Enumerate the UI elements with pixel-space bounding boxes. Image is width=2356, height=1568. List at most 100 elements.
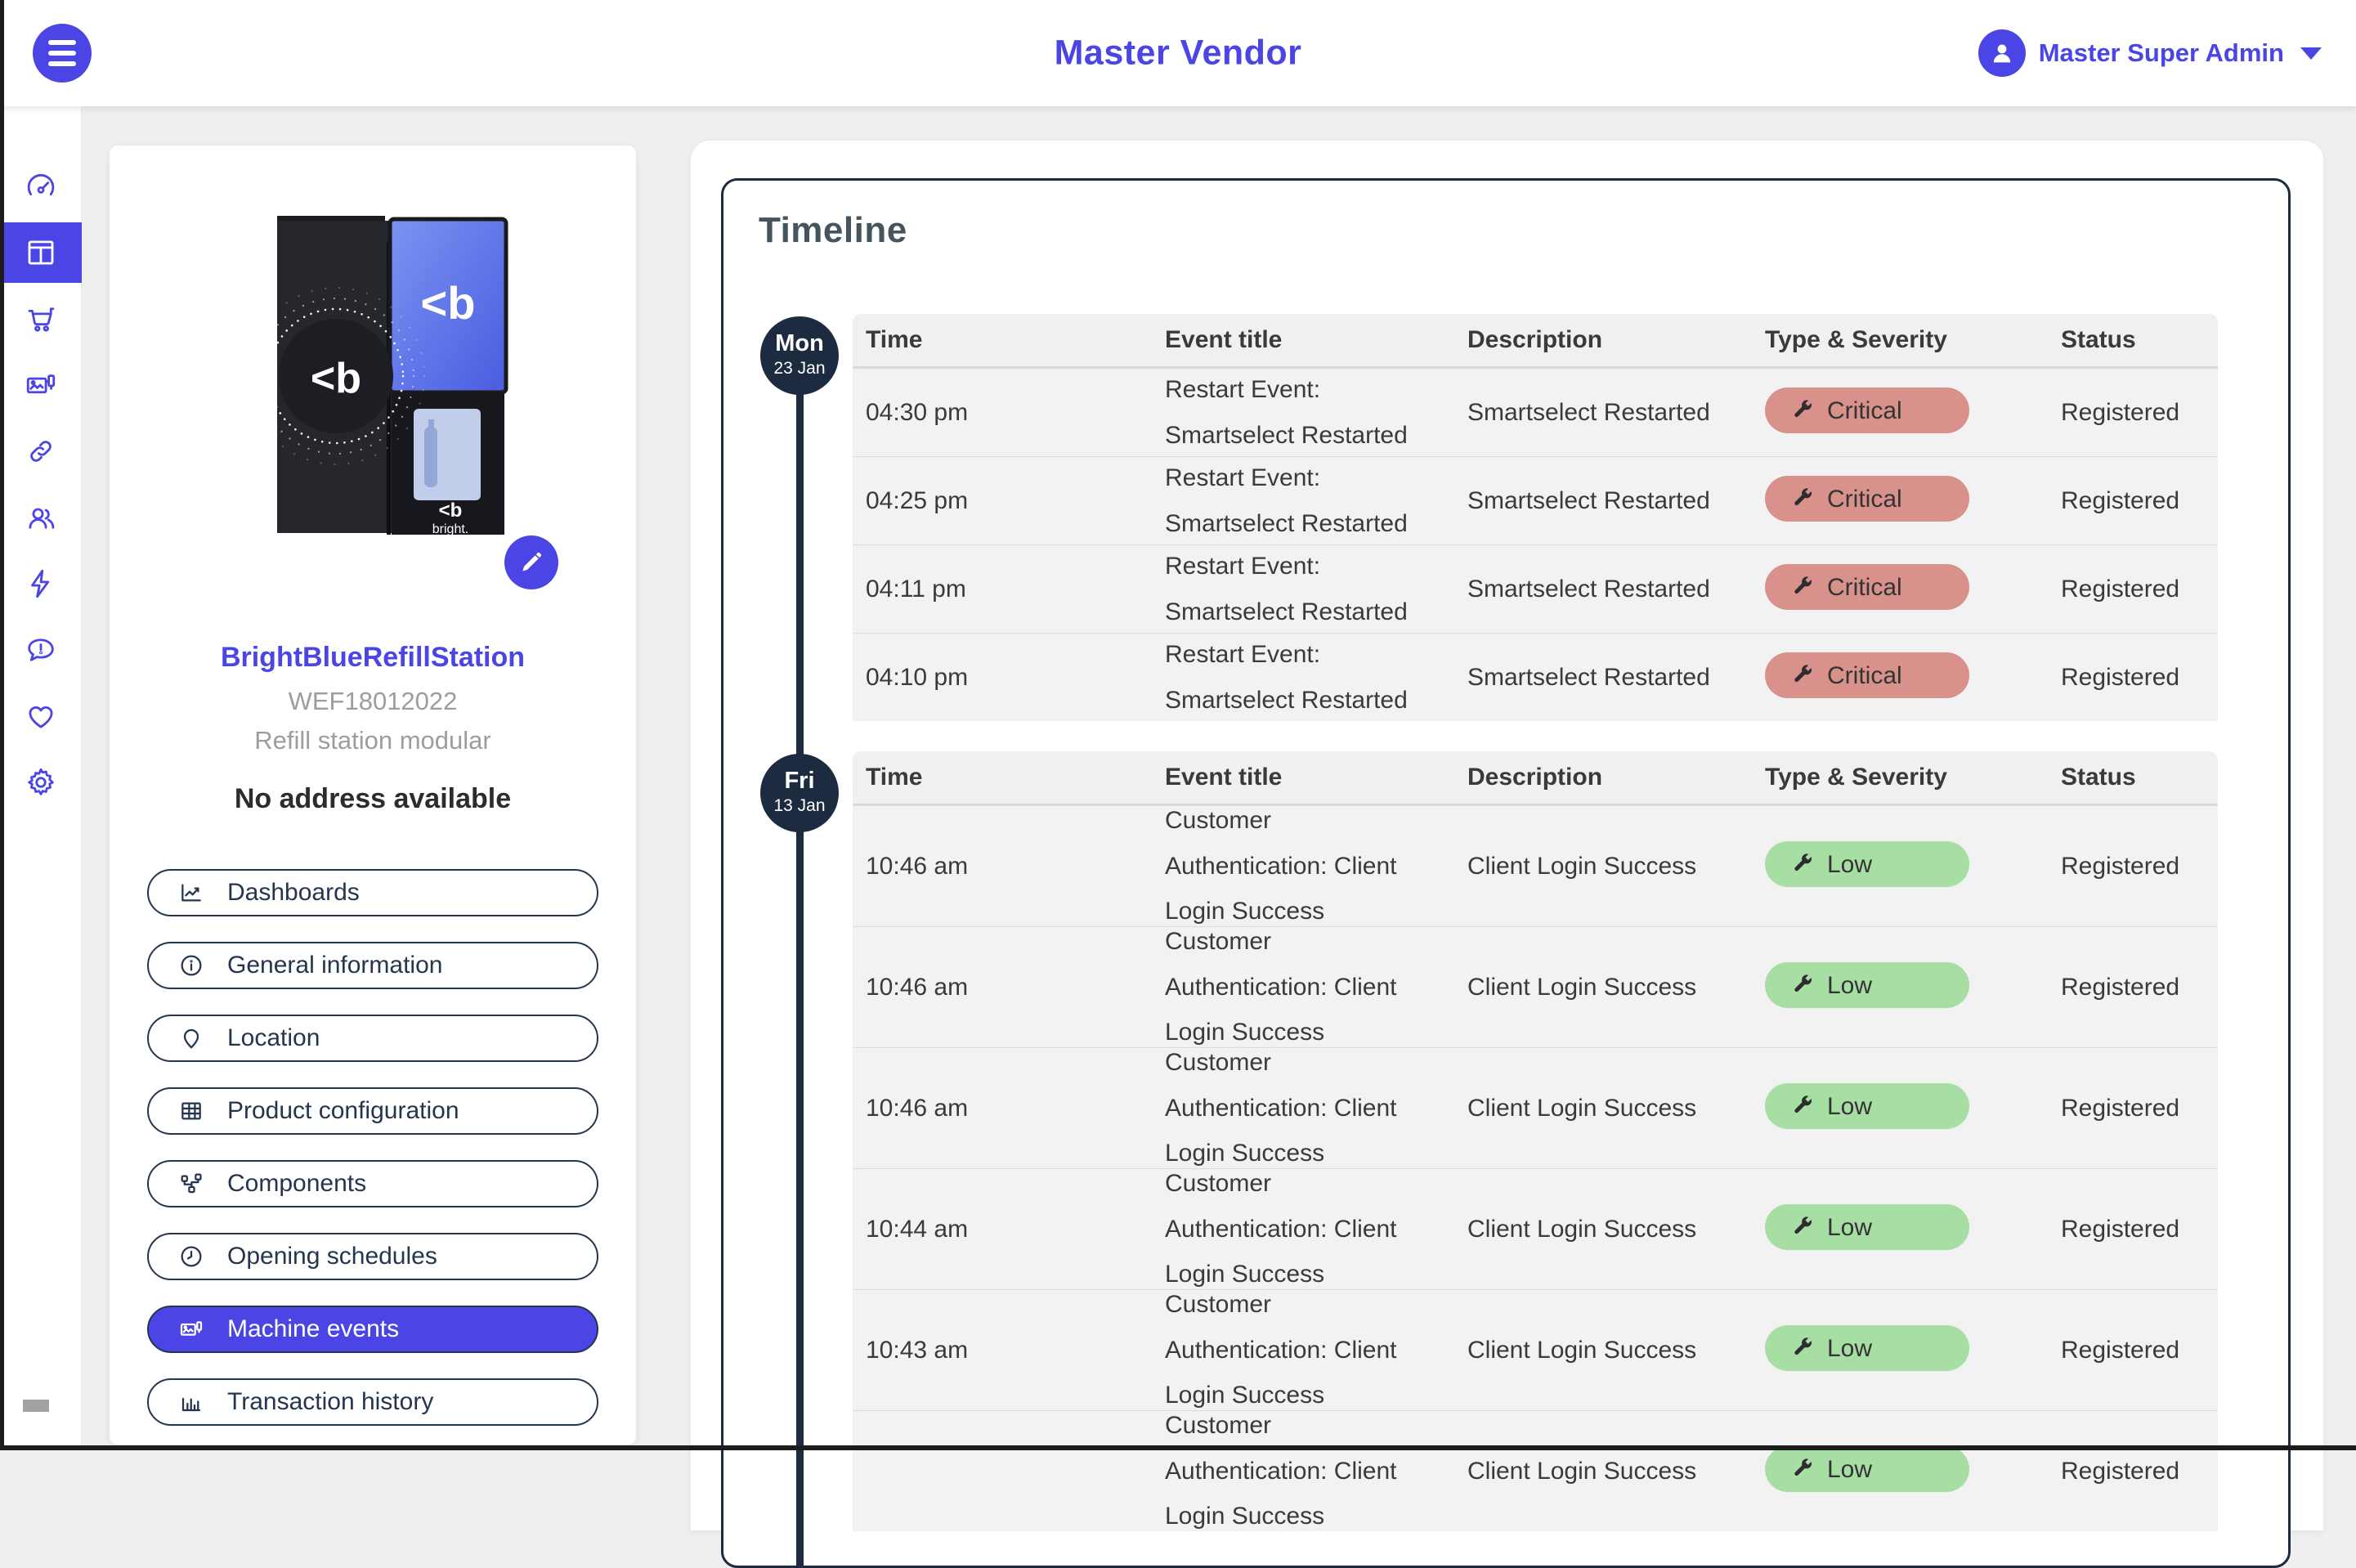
content-panel: Timeline Mon 23 Jan Time Event title Descrip… bbox=[691, 141, 2323, 1568]
day-badge: Mon 23 Jan bbox=[760, 316, 839, 395]
event-status: Registered bbox=[2061, 1457, 2180, 1485]
event-severity: Low bbox=[1765, 841, 2061, 891]
event-title: Customer Authentication: Client Login Su… bbox=[1165, 1049, 1397, 1167]
severity-badge: Low bbox=[1765, 1204, 1969, 1251]
event-description: Client Login Success bbox=[1467, 852, 1697, 880]
clock-icon bbox=[181, 1246, 202, 1267]
chevron-down-icon bbox=[2300, 47, 2322, 60]
event-status: Registered bbox=[2061, 852, 2180, 880]
hamburger-menu-icon[interactable] bbox=[33, 24, 92, 83]
nav-product-configuration-button[interactable]: Product configuration bbox=[147, 1087, 598, 1135]
sidebar-item-feedback[interactable] bbox=[0, 620, 82, 680]
sidebar-item-favorites[interactable] bbox=[0, 686, 82, 746]
wrench-icon bbox=[1794, 1216, 1812, 1234]
event-time: 10:46 am bbox=[866, 1094, 969, 1122]
wrench-icon bbox=[1794, 1458, 1812, 1476]
day-label: Fri bbox=[784, 768, 815, 795]
user-name: Master Super Admin bbox=[2038, 38, 2284, 67]
sidebar-item-machines[interactable] bbox=[0, 222, 82, 283]
event-row: 04:30 pm Restart Event: Smartselect Resta… bbox=[853, 368, 2218, 456]
pencil-icon bbox=[522, 552, 542, 571]
events-table: Time Event title Description Type & Severit… bbox=[853, 751, 2218, 1531]
event-title: Restart Event: Smartselect Restarted bbox=[1165, 553, 1408, 625]
event-title: Customer Authentication: Client Login Su… bbox=[1165, 928, 1397, 1046]
date-label: 13 Jan bbox=[773, 796, 826, 816]
line-chart-icon bbox=[181, 884, 201, 902]
event-row: 04:10 pm Restart Event: Smartselect Resta… bbox=[853, 633, 2218, 721]
svg-text:<b: <b bbox=[421, 277, 476, 329]
media-events-icon bbox=[26, 374, 56, 394]
components-nodes-icon bbox=[181, 1173, 202, 1194]
window-edge-bottom bbox=[0, 1445, 2356, 1450]
window-edge-left bbox=[0, 0, 4, 1450]
nav-machine-events-button[interactable]: Machine events bbox=[147, 1306, 598, 1353]
nav-transaction-history-button[interactable]: Transaction history bbox=[147, 1378, 598, 1426]
sidebar-item-users[interactable] bbox=[0, 487, 82, 548]
sidebar-item-links[interactable] bbox=[0, 421, 82, 482]
timeline-groups: Mon 23 Jan Time Event title Description Type … bbox=[723, 314, 2288, 1561]
event-description: Smartselect Restarted bbox=[1467, 575, 1710, 603]
wrench-icon bbox=[1794, 974, 1812, 992]
page-title: Master Vendor bbox=[1054, 33, 1302, 73]
event-time: 04:25 pm bbox=[866, 486, 969, 514]
svg-text:<b: <b bbox=[439, 500, 463, 522]
machine-name: BrightBlueRefillStation bbox=[220, 642, 526, 673]
sidebar-item-settings[interactable] bbox=[0, 752, 82, 813]
severity-label: Low bbox=[1827, 850, 1873, 878]
event-severity: Critical bbox=[1765, 652, 2061, 702]
wrench-icon bbox=[1794, 488, 1812, 506]
event-row: 10:43 am Customer Authentication: Client … bbox=[853, 1289, 2218, 1410]
events-table: Time Event title Description Type & Severit… bbox=[853, 314, 2218, 721]
day-badge: Fri 13 Jan bbox=[760, 754, 839, 832]
day-label: Mon bbox=[775, 330, 824, 357]
link-icon bbox=[30, 441, 52, 462]
icon-rail bbox=[0, 106, 82, 1450]
wrench-icon bbox=[1794, 665, 1812, 683]
machines-kiosk-icon bbox=[28, 240, 54, 265]
event-row: 10:46 am Customer Authentication: Client … bbox=[853, 805, 2218, 926]
machine-address: No address available bbox=[234, 783, 512, 814]
wrench-icon bbox=[1794, 576, 1812, 594]
sidebar-item-dashboard[interactable] bbox=[0, 156, 82, 217]
event-time: 04:11 pm bbox=[866, 575, 966, 603]
event-description: Smartselect Restarted bbox=[1467, 398, 1710, 426]
column-header: Type & Severity bbox=[1765, 326, 1947, 354]
date-label: 23 Jan bbox=[773, 359, 826, 379]
event-severity: Low bbox=[1765, 1083, 2061, 1133]
svg-text:<b: <b bbox=[311, 355, 361, 402]
sidebar-item-energy[interactable] bbox=[0, 553, 82, 614]
severity-label: Low bbox=[1827, 1455, 1873, 1483]
shop-cart-icon bbox=[28, 307, 55, 332]
edit-machine-button[interactable] bbox=[504, 535, 558, 589]
event-title: Restart Event: Smartselect Restarted bbox=[1165, 376, 1408, 449]
feedback-alert-icon bbox=[28, 638, 54, 661]
event-time: 10:44 am bbox=[866, 1215, 969, 1243]
severity-badge: Critical bbox=[1765, 388, 1969, 434]
event-row: 10:46 am Customer Authentication: Client … bbox=[853, 926, 2218, 1047]
nav-opening-schedules-button[interactable]: Opening schedules bbox=[147, 1233, 598, 1280]
nav-dashboards-button[interactable]: Dashboards bbox=[147, 869, 598, 916]
machine-nav: Dashboards General information Location … bbox=[147, 869, 598, 1426]
severity-label: Low bbox=[1827, 1092, 1873, 1120]
event-description: Smartselect Restarted bbox=[1467, 663, 1710, 691]
event-description: Client Login Success bbox=[1467, 973, 1697, 1001]
event-row: 10:44 am Customer Authentication: Client … bbox=[853, 1168, 2218, 1289]
svg-text:blue: blue bbox=[438, 536, 463, 550]
user-menu[interactable]: Master Super Admin bbox=[1978, 0, 2322, 106]
sidebar-item-shop[interactable] bbox=[0, 289, 82, 349]
table-header-row: Time Event title Description Type & Severit… bbox=[853, 314, 2218, 368]
event-description: Client Login Success bbox=[1467, 1094, 1697, 1122]
column-header: Status bbox=[2061, 764, 2136, 791]
person-icon bbox=[1978, 29, 2026, 77]
event-severity: Low bbox=[1765, 962, 2061, 1012]
severity-badge: Critical bbox=[1765, 652, 1969, 699]
nav-general-information-button[interactable]: General information bbox=[147, 942, 598, 989]
nav-location-button[interactable]: Location bbox=[147, 1015, 598, 1062]
sidebar-item-media[interactable] bbox=[0, 355, 82, 415]
timeline-title: Timeline bbox=[759, 210, 907, 250]
event-status: Registered bbox=[2061, 575, 2180, 603]
event-title: Restart Event: Smartselect Restarted bbox=[1165, 641, 1408, 714]
event-row: 04:11 pm Restart Event: Smartselect Resta… bbox=[853, 544, 2218, 633]
severity-badge: Low bbox=[1765, 1446, 1969, 1493]
nav-components-button[interactable]: Components bbox=[147, 1160, 598, 1207]
